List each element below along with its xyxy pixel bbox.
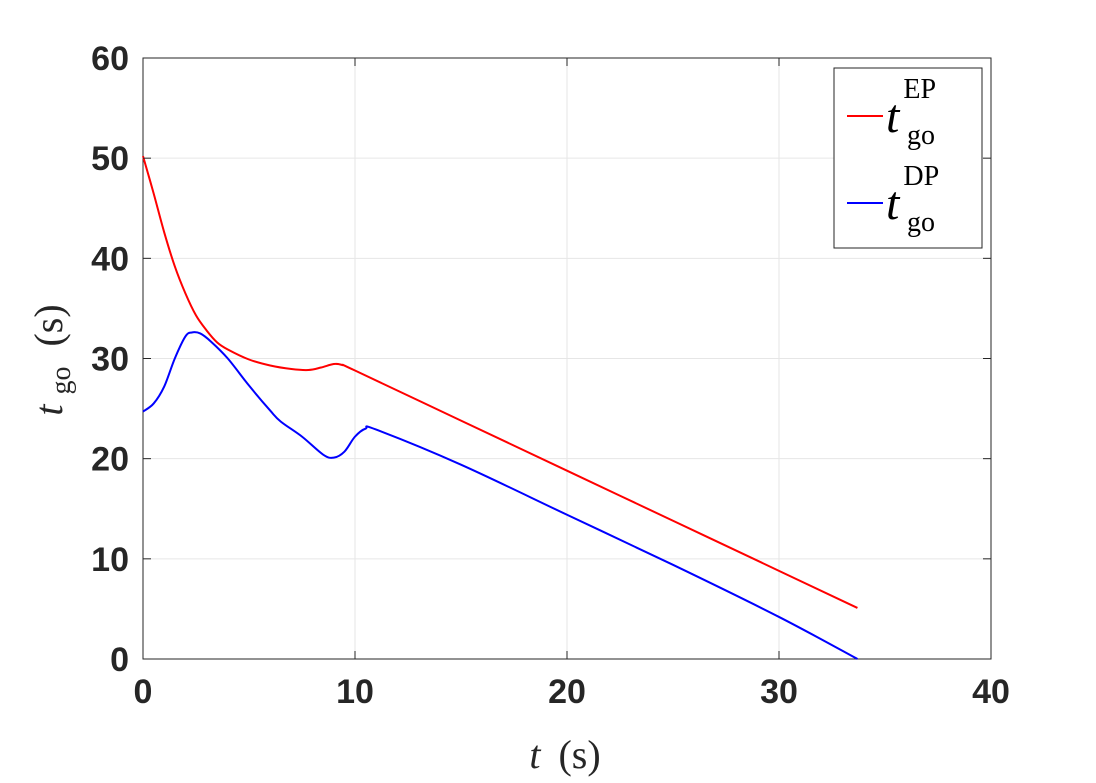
- legend-ep-sub: go: [907, 120, 935, 151]
- legend-ep-sup: EP: [903, 74, 936, 105]
- y-tick-label: 20: [91, 441, 129, 479]
- legend-box: [833, 67, 983, 249]
- legend-label-dp: t DP go: [886, 161, 943, 238]
- legend: t EP go t DP go: [833, 67, 983, 249]
- y-axis-label-unit: (s): [26, 304, 71, 346]
- legend-dp-sup: DP: [903, 161, 939, 192]
- legend-label-ep: t EP go: [886, 74, 940, 151]
- y-tick-label: 50: [91, 140, 129, 178]
- y-tick-label: 60: [91, 40, 129, 78]
- legend-ep-var: t: [886, 90, 901, 143]
- legend-item-ep: t EP go: [847, 74, 940, 151]
- y-tick-label: 40: [91, 240, 129, 278]
- legend-dp-sub: go: [907, 207, 935, 238]
- y-tick-label: 10: [91, 541, 129, 579]
- y-tick-label: 30: [91, 341, 129, 379]
- x-tick-label: 10: [336, 673, 374, 711]
- x-tick-label: 30: [760, 673, 798, 711]
- y-axis-label-var: t: [26, 404, 71, 416]
- x-tick-label: 40: [972, 673, 1010, 711]
- y-axis-label: t go (s): [26, 304, 79, 415]
- legend-item-dp: t DP go: [847, 161, 943, 238]
- series-dp-line: [142, 331, 858, 660]
- y-axis-label-sub: go: [46, 367, 77, 395]
- x-axis-label: t (s): [529, 732, 600, 777]
- x-tick-label: 0: [134, 673, 153, 711]
- y-axis-ticks: 0 10 20 30 40 50 60: [91, 40, 991, 679]
- y-tick-label: 0: [110, 641, 129, 679]
- x-axis-label-unit: (s): [558, 732, 600, 777]
- series-layer: [142, 155, 858, 660]
- series-ep-line: [142, 155, 858, 609]
- x-tick-label: 20: [548, 673, 586, 711]
- x-axis-label-var: t: [529, 732, 541, 777]
- legend-dp-var: t: [886, 177, 901, 230]
- x-axis-ticks: 0 10 20 30 40: [134, 58, 1010, 711]
